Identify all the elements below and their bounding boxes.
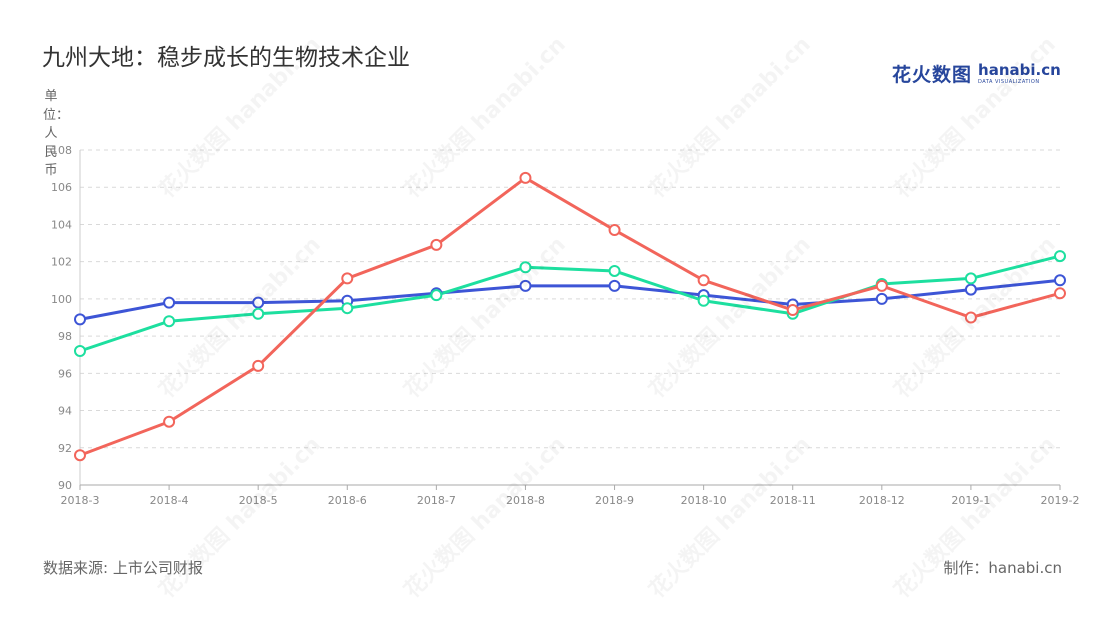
logo-en-text: hanabi.cn: [978, 60, 1061, 79]
series-1-point: [74, 345, 86, 357]
series-2-point: [74, 449, 86, 462]
series-1-point: [519, 261, 532, 274]
x-tick-label: 2018-12: [859, 494, 905, 507]
y-tick-label: 96: [58, 367, 72, 380]
y-tick-label: 106: [51, 181, 72, 194]
y-tick-label: 102: [51, 256, 72, 269]
y-tick-label: 94: [58, 405, 72, 418]
series-2-point: [163, 415, 176, 428]
series-0-point: [519, 279, 532, 292]
logo-en-sub: DATA VISUALIZATION: [978, 78, 1040, 85]
series-2-point: [964, 311, 977, 324]
series-1-point: [430, 289, 443, 302]
chart-title: 九州大地：稳步成长的生物技术企业: [42, 45, 410, 71]
series-line-1: [79, 254, 1061, 353]
series-1-point: [1054, 250, 1066, 263]
y-tick-label: 104: [51, 218, 72, 231]
series-1-point: [608, 264, 621, 277]
x-tick-label: 2018-9: [595, 494, 634, 507]
y-tick-label: 90: [58, 479, 72, 492]
x-tick-label: 2018-4: [150, 494, 189, 507]
credit-text: 制作：hanabi.cn: [943, 559, 1062, 577]
series-2-point: [875, 279, 888, 292]
x-tick-label: 2018-6: [328, 494, 367, 507]
series-1-point: [341, 302, 354, 315]
series-0-point: [163, 296, 176, 309]
series-1-point: [697, 294, 710, 307]
series-0-point: [1054, 274, 1066, 287]
series-0-point: [74, 313, 86, 326]
x-tick-label: 2018-7: [417, 494, 456, 507]
axes: [79, 150, 1061, 490]
series-2-point: [519, 171, 532, 184]
grid-lines: [80, 149, 1060, 449]
x-tick-label: 2018-8: [506, 494, 545, 507]
series-2-point: [786, 304, 799, 317]
tick-labels: 90 92 94 96 98 100 102 104 106 108 2018-3 2018-4 201…: [51, 144, 1079, 507]
series-2-point: [430, 238, 443, 251]
data-source: 数据来源: 上市公司财报: [43, 559, 203, 577]
series-line-0: [79, 278, 1061, 321]
series-2-point: [1054, 287, 1066, 300]
x-tick-label: 2018-10: [681, 494, 727, 507]
series-lines: [74, 171, 1066, 462]
series-0-point: [252, 296, 265, 309]
series-0-point: [875, 292, 888, 305]
series-1-point: [964, 272, 977, 285]
series-0-point: [964, 283, 977, 296]
logo-en-block: hanabi.cn DATA VISUALIZATION: [978, 60, 1061, 85]
brand-logo: 花火数图 hanabi.cn DATA VISUALIZATION: [892, 60, 1061, 87]
series-2-point: [252, 359, 265, 372]
series-2-point: [341, 272, 354, 285]
x-tick-label: 2018-5: [239, 494, 278, 507]
logo-cn-text: 花火数图: [892, 64, 973, 86]
series-0-point: [608, 279, 621, 292]
series-1-point: [252, 307, 265, 320]
y-tick-label: 98: [58, 330, 72, 343]
x-tick-label: 2019-2: [1041, 494, 1080, 507]
series-2-point: [697, 274, 710, 287]
series-2-point: [608, 224, 621, 237]
x-tick-label: 2018-3: [61, 494, 100, 507]
x-tick-label: 2018-11: [770, 494, 816, 507]
y-tick-label: 92: [58, 442, 72, 455]
y-tick-label: 108: [51, 144, 72, 157]
x-tick-label: 2019-1: [951, 494, 990, 507]
y-tick-label: 100: [51, 293, 72, 306]
series-line-2: [79, 176, 1061, 457]
series-1-point: [163, 315, 176, 328]
